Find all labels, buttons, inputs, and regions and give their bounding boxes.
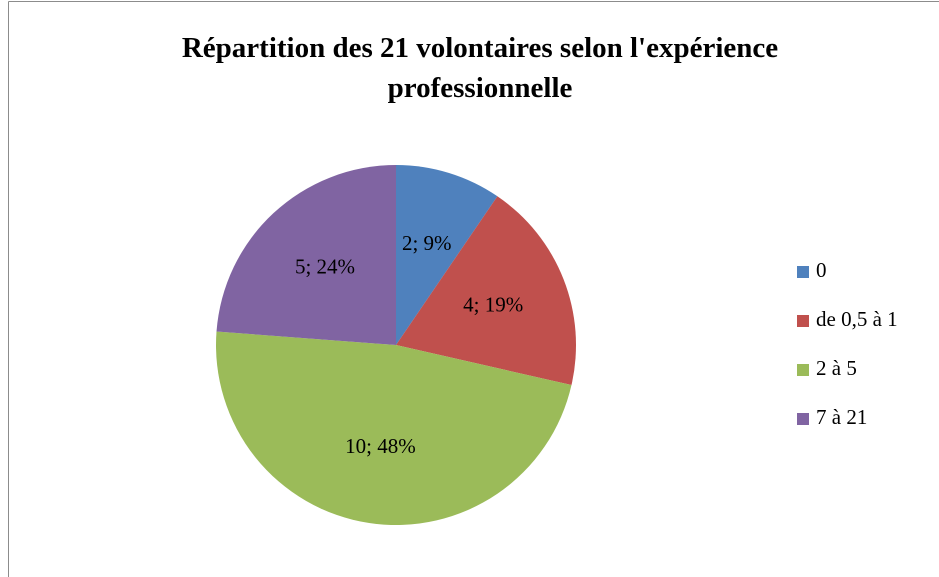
data-label: 5; 24%: [295, 254, 355, 278]
chart-title: Répartition des 21 volontaires selon l'e…: [181, 32, 779, 104]
legend-swatch: [797, 364, 809, 376]
legend-label: de 0,5 à 1: [816, 307, 898, 331]
legend-label: 2 à 5: [816, 356, 857, 380]
legend-swatch: [797, 413, 809, 425]
pie-slice: [396, 165, 498, 345]
data-label: 4; 19%: [463, 293, 523, 317]
legend-swatch: [797, 266, 809, 278]
pie-slice: [396, 196, 576, 386]
pie-slice: [216, 331, 572, 525]
legend-label: 0: [816, 258, 827, 282]
legend-label: 7 à 21: [816, 405, 867, 429]
data-label: 10; 48%: [345, 434, 416, 458]
data-label: 2; 9%: [402, 231, 452, 255]
pie-slice: [216, 165, 396, 345]
legend-swatch: [797, 315, 809, 327]
